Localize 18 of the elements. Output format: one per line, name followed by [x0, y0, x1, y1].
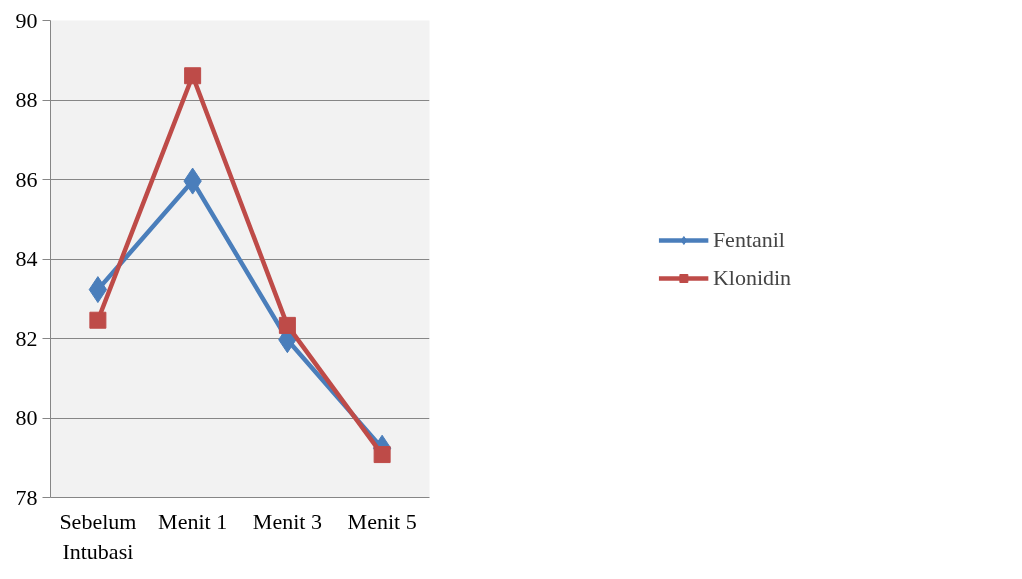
x-tick-label: Sebelum Intubasi [59, 508, 137, 564]
y-tick-label: 88 [15, 87, 38, 112]
x-tick-label: Menit 3 [252, 508, 322, 534]
y-tick-label: 84 [15, 246, 38, 271]
point [184, 67, 202, 85]
legend-label: Fentanil [712, 226, 785, 253]
y-tick-label: 80 [15, 405, 38, 430]
y-tick-label: 86 [15, 166, 38, 192]
y-tick-label: 78 [15, 484, 38, 510]
point [278, 316, 296, 334]
y-tick-label: 90 [15, 7, 38, 33]
x-tick-label: Menit 1 [158, 508, 228, 534]
point [89, 311, 107, 329]
point [88, 276, 108, 304]
y-tick-label: 82 [15, 325, 38, 351]
point [373, 446, 391, 464]
legend-label: Klonidin [712, 264, 792, 291]
x-tick-label: Menit 5 [347, 508, 417, 534]
